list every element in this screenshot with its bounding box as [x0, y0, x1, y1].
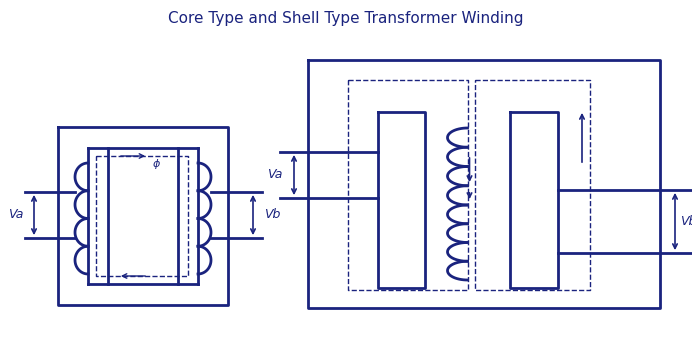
Text: Vb: Vb: [264, 208, 280, 222]
Text: Core Type and Shell Type Transformer Winding: Core Type and Shell Type Transformer Win…: [168, 11, 524, 26]
Text: Va: Va: [266, 168, 282, 181]
Text: Vb: Vb: [680, 215, 692, 228]
Text: $\phi$: $\phi$: [152, 157, 161, 171]
Text: Va: Va: [8, 208, 23, 222]
